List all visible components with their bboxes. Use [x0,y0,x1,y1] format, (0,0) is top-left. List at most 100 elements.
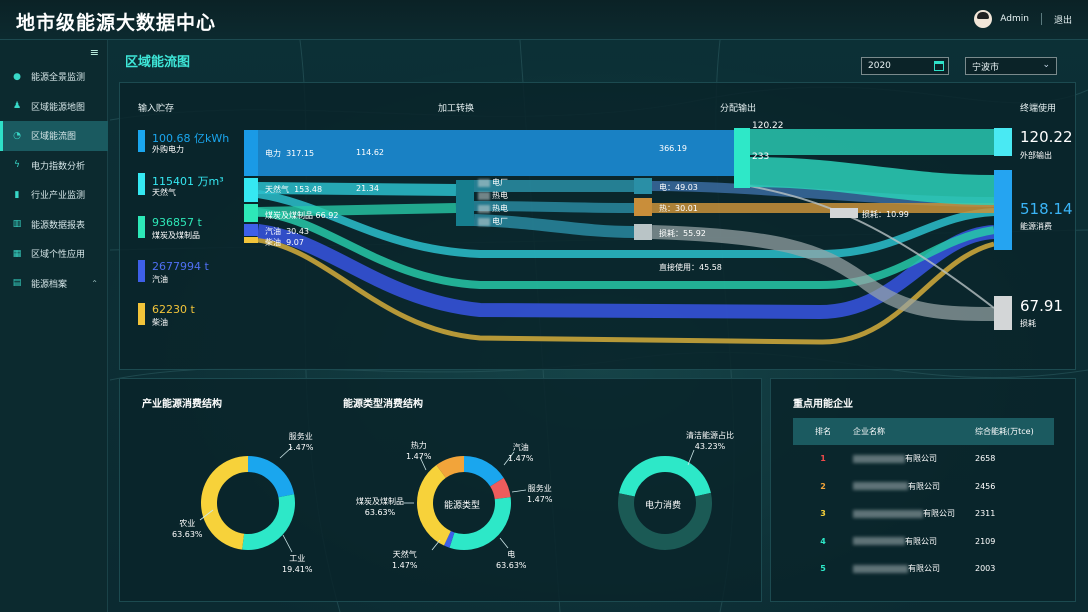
table-row[interactable]: 2 有限公司 2456 [793,473,1054,501]
app-header: 地市级能源大数据中心 Admin 退出 [0,0,1088,40]
sidebar-item-flow[interactable]: ◔ 区域能流图 [0,121,108,151]
leader-line [499,537,509,549]
sidebar-item-label: 能源全景监测 [31,73,86,84]
row-value: 2109 [975,536,996,546]
output-value: 67.91 [1020,297,1063,315]
calendar-icon[interactable] [934,61,944,71]
node-label-loss2: 损耗：10.99 [862,210,909,219]
flow-coal-plant [257,203,457,217]
output-value: 518.14 [1020,200,1073,218]
flow-diesel [257,237,995,345]
year-value: 2020 [868,61,891,71]
sidebar-item-power-index[interactable]: ϟ 电力指数分析 [0,151,108,181]
donut-slice-0[interactable] [463,456,504,487]
flow-loss [651,225,995,321]
app-title: 地市级能源大数据中心 [16,12,217,34]
node-diesel [244,237,258,243]
donut-slice-1[interactable] [489,477,511,500]
donut-slice-2[interactable] [201,456,249,550]
node-gas [244,178,258,202]
header-value: 综合能耗(万tce) [975,427,1034,436]
pie-icon: ◔ [13,130,21,141]
donut-slice-2[interactable] [449,497,511,550]
input-color-bar [138,260,145,282]
input-label: 汽油 [152,275,168,284]
plant-label-3: 热电 [478,203,508,214]
sidebar-item-industry[interactable]: ▮ 行业产业监测 [0,180,108,210]
row-rank: 2 [820,481,826,491]
output-value: 120.22 [1020,128,1073,146]
donut-slice-3[interactable] [443,530,455,548]
column-head-terminal: 终端使用 [1020,104,1057,114]
row-rank: 1 [820,454,826,464]
leader-line [431,539,441,551]
logout-button[interactable]: 退出 [1053,15,1072,26]
flow-loss-thin [749,185,995,309]
output-color-bar [994,128,1012,156]
donut-slice-1[interactable] [242,494,295,550]
donut-slice-5[interactable] [436,456,465,479]
leader-line [687,449,695,466]
consumption-panel [119,378,762,602]
flow-label-366: 366.19 [659,144,687,153]
row-name: 有限公司 [853,563,975,574]
leader-line [279,446,293,459]
flow-label-gasoline: 汽油 30.43 [265,227,309,236]
sidebar-item-panorama[interactable]: ● 能源全景监测 [0,62,108,92]
sidebar-item-map[interactable]: ♟ 区域能源地图 [0,92,108,122]
donut-label-gasoline: 汽油 1.47% [508,443,534,463]
node-loss2 [830,208,858,218]
row-rank: 5 [820,564,826,574]
enterprise-title: 重点用能企业 [793,399,853,410]
output-label: 外部输出 [1020,151,1052,160]
donut-slice-1[interactable] [618,492,712,550]
avatar[interactable] [974,10,993,28]
donut-label-coal: 煤炭及煤制品 63.63% [356,497,404,517]
flow-label-21: 21.34 [356,184,379,193]
input-value: 2677994 t [152,260,209,273]
user-name[interactable]: Admin [1000,14,1029,24]
page-title: 区域能流图 [125,55,191,70]
row-name: 有限公司 [853,508,975,519]
industry-chart-title: 产业能源消费结构 [142,399,222,410]
year-picker[interactable]: 2020 [861,57,949,75]
flow-label-114: 114.62 [356,148,384,157]
sidebar-item-custom[interactable]: ▦ 区域个性应用 [0,239,108,269]
menu-toggle-icon[interactable]: ≡ [89,46,99,59]
input-color-bar [138,173,145,195]
chevron-down-icon: ⌄ [1042,60,1050,70]
donut-slice-0[interactable] [619,456,711,497]
output-label: 能源消费 [1020,222,1052,231]
donut-slice-0[interactable] [247,456,295,498]
flow-label-gas: 天然气 153.48 [265,185,323,194]
energy-type-center: 能源类型 [444,501,481,511]
flow-label-diesel: 柴油 9.07 [265,238,304,247]
node-gasoline [244,224,258,236]
flow-label-direct: 直接使用：45.58 [659,263,722,272]
flow-plant-heat [473,201,635,213]
table-row[interactable]: 3 有限公司 2311 [793,500,1054,528]
table-row[interactable]: 1 有限公司 2658 [793,445,1054,473]
flow-label-coal: 煤炭及煤制品 66.92 [265,211,339,220]
column-head-process: 加工转换 [438,104,475,114]
sidebar-item-report[interactable]: ▥ 能源数据报表 [0,210,108,240]
table-row[interactable]: 5 有限公司 2003 [793,555,1054,583]
input-label: 煤炭及煤制品 [152,231,200,240]
city-select[interactable]: 宁波市 ⌄ [965,57,1057,75]
leader-line [199,509,214,521]
node-plant [456,180,474,226]
map-pin-icon: ● [13,71,21,82]
node-heat [634,198,652,216]
table-row[interactable]: 4 有限公司 2109 [793,528,1054,556]
donut-slice-4[interactable] [417,464,452,546]
row-rank: 3 [820,509,826,519]
sidebar-item-label: 电力指数分析 [31,161,86,172]
sidebar-item-archive[interactable]: ▤ 能源档案 ⌃ [0,269,108,299]
input-value: 936857 t [152,216,202,229]
donut-label-elec: 电 63.63% [496,550,527,570]
node-elec [634,178,652,194]
row-name: 有限公司 [853,453,975,464]
energy-type-donut [417,456,511,550]
chevron-up-icon[interactable]: ⌃ [91,278,98,288]
